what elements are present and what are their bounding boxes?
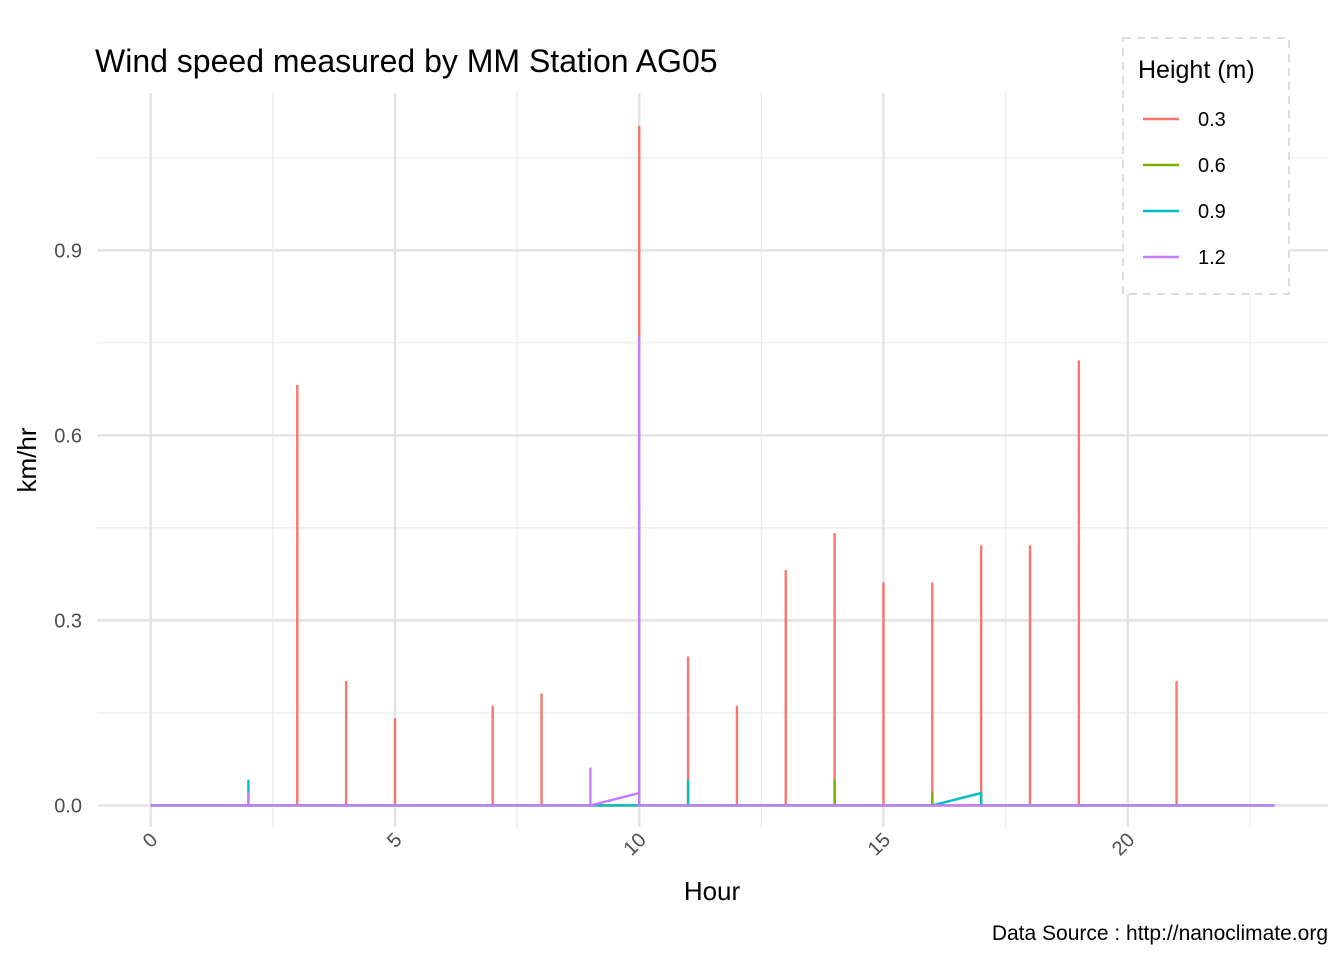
y-tick-label: 0.9 [54, 240, 82, 262]
legend-title: Height (m) [1138, 56, 1255, 84]
series-line-1-2 [150, 335, 1275, 807]
legend-label: 0.6 [1198, 155, 1226, 177]
series-line-0-3 [150, 125, 1275, 807]
legend-items: 0.3 0.6 0.9 1.2 [1143, 109, 1226, 269]
x-tick-label: 20 [1108, 829, 1139, 860]
x-tick-label: 5 [383, 829, 406, 852]
series-line-0-6 [150, 779, 1275, 807]
series-lines [150, 125, 1275, 807]
legend-box [1122, 37, 1290, 295]
x-axis-ticks: 0 5 10 15 20 [139, 829, 1139, 860]
y-axis-ticks: 0.0 0.3 0.6 0.9 [54, 240, 82, 817]
x-tick-label: 10 [619, 829, 650, 860]
legend-label: 1.2 [1198, 247, 1226, 269]
chart-title: Wind speed measured by MM Station AG05 [95, 43, 718, 79]
y-tick-label: 0.0 [54, 795, 82, 817]
y-tick-label: 0.3 [54, 610, 82, 632]
y-axis-title: km/hr [12, 427, 42, 492]
minor-gridlines [97, 93, 1328, 827]
legend: Height (m) 0.3 0.6 0.9 1.2 [1122, 37, 1290, 295]
x-axis-title: Hour [684, 876, 741, 906]
legend-label: 0.9 [1198, 201, 1226, 223]
x-tick-label: 0 [139, 829, 162, 852]
legend-label: 0.3 [1198, 109, 1226, 131]
data-source-caption: Data Source : http://nanoclimate.org [992, 922, 1328, 945]
y-tick-label: 0.6 [54, 425, 82, 447]
series-line-0-9 [150, 508, 1275, 807]
x-tick-label: 15 [864, 829, 895, 860]
